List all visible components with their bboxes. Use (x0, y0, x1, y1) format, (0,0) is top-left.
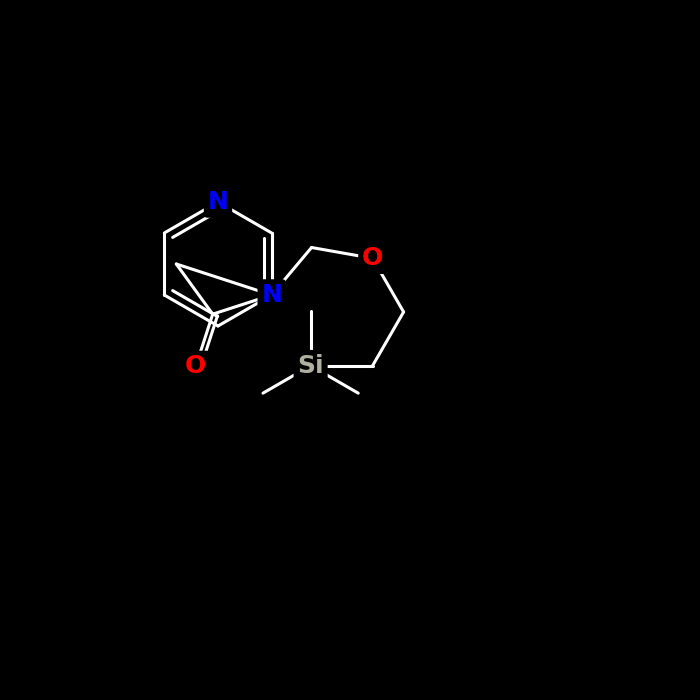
Text: N: N (208, 190, 228, 214)
Text: O: O (185, 354, 206, 379)
Text: O: O (362, 246, 383, 270)
Text: Si: Si (298, 354, 324, 378)
Text: N: N (261, 283, 282, 307)
